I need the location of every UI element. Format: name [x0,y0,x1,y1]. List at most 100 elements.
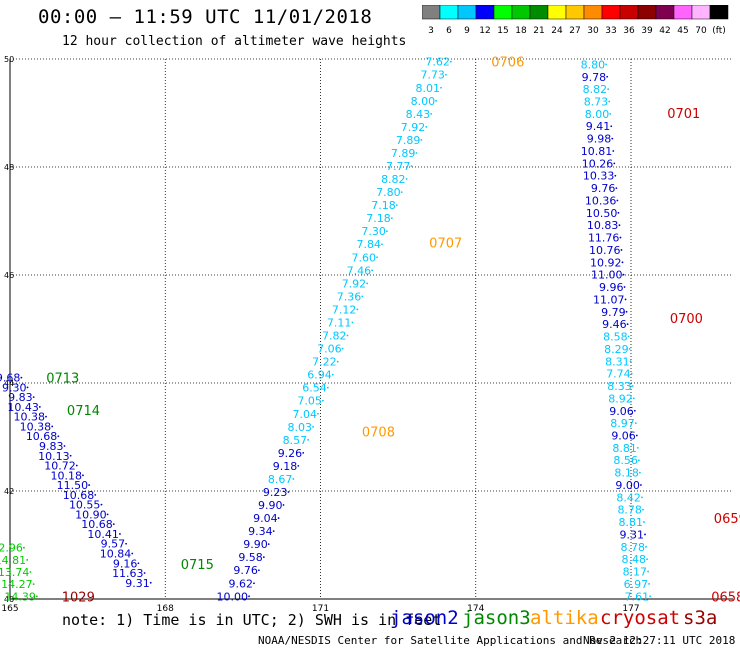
wave-height-value: 7.89 [396,134,421,147]
color-scale-label: 6 [446,26,452,36]
observation-dot [605,63,608,66]
observation-dot [615,187,618,189]
observation-dot [440,86,442,89]
observation-dot [608,100,611,103]
x-tick-label: 171 [312,604,329,614]
observation-dot [321,399,324,402]
wave-height-value: 7.46 [347,264,372,277]
wave-height-value: 10.43 [7,401,39,414]
y-tick-label: 48 [4,163,14,172]
wave-height-value: 8.82 [381,173,406,186]
x-tick-label: 165 [1,604,18,614]
observation-dot [621,261,624,264]
wave-height-value: 7.18 [371,199,396,212]
wave-height-value: 8.73 [584,96,609,109]
wave-height-value: 7.62 [425,56,450,69]
wave-height-value: 9.00 [615,479,640,492]
color-scale-label: 39 [641,26,653,36]
observation-dot [346,334,349,337]
y-tick-label: 50 [4,55,14,64]
legend-jason2: jason2 [390,607,459,629]
wave-height-value: 7.04 [292,408,317,421]
observation-dot [420,139,423,141]
wave-height-value: 9.57 [101,538,126,551]
wave-height-value: 7.89 [391,147,416,160]
wave-height-value: 9.98 [587,133,612,146]
legend-s3a: s3a [683,607,718,629]
observation-dot [612,150,615,152]
wave-height-value: 10.26 [582,157,614,170]
observation-dot [23,546,25,549]
observation-dot [38,406,41,408]
observation-dot [616,199,619,202]
wave-height-value: 8.00 [411,95,436,108]
observation-dot [620,249,623,251]
observation-dot [20,376,23,379]
color-scale-legend: 3 6 9 12 15 18 21 24 27 30 33 36 39 42 45 70 (ft) [422,5,729,36]
color-scale-label: 36 [623,26,635,36]
observation-dot [32,396,35,399]
wave-height-value: 8.82 [583,83,608,96]
observation-dot [69,454,72,457]
wave-height-value: 6.97 [624,578,649,591]
pass-time-label: 0659 [714,512,740,527]
wave-height-value: 9.31 [619,528,644,541]
observation-dot [82,474,84,477]
observation-dot [626,323,629,326]
chart-title: 00:00 – 11:59 UTC 11/01/2018 [38,6,373,28]
observation-dot [644,533,646,536]
legend-jason3: jason3 [462,607,531,629]
color-scale-label: 45 [677,26,688,36]
wave-height-value: 9.83 [39,440,64,453]
observation-dot [611,137,614,140]
observation-dot [94,493,97,496]
wave-height-value: 7.77 [386,160,411,173]
observation-dot [638,471,641,474]
wave-height-value: 10.81 [581,145,613,158]
wave-height-value: 9.30 [2,381,27,394]
pass-time-label: 0701 [667,107,700,122]
wave-height-value: 9.41 [586,120,611,133]
observation-dot [623,286,626,288]
wave-height-value: 9.96 [599,281,624,294]
wave-height-value: 8.43 [406,108,431,121]
observation-dot [410,165,413,167]
observation-dot [131,552,134,555]
observation-dot [625,310,628,313]
wave-height-value: 10.38 [13,411,45,424]
wave-height-value: 10.83 [587,219,619,232]
wave-height-value: 9.31 [125,577,150,590]
wave-height-value: 10.50 [586,207,618,220]
wave-height-value: 10.92 [590,256,622,269]
observation-dot [630,372,633,375]
wave-height-value: 7.92 [342,277,367,290]
wave-height-value: 7.61 [625,590,650,603]
observation-dot [149,581,152,584]
wave-height-value: 10.90 [75,508,107,521]
color-scale-label: 18 [515,26,527,36]
observation-dot [376,256,378,259]
observation-dot [143,572,146,574]
pass-time-label: 0714 [67,404,100,419]
wave-height-value: 10.68 [26,430,58,443]
wave-height-value: 9.62 [228,577,253,590]
observation-dot [287,491,290,493]
color-scale-label: 24 [551,26,563,36]
y-tick-label: 42 [4,487,14,496]
observation-dot [606,75,609,78]
observation-dot [642,508,644,511]
observation-dot [635,434,638,437]
observation-dot [395,204,398,207]
observation-dot [26,558,29,561]
wave-height-value: 8.42 [616,491,641,504]
observation-dot [648,583,650,585]
wave-height-value: 13.74 [0,566,29,579]
observation-dot [614,174,617,177]
observation-dot [336,360,339,363]
observation-dot [607,88,610,91]
wave-height-value: 7.30 [361,225,386,238]
wave-height-value: 9.06 [609,405,634,418]
footer-note: note: 1) Time is in UTC; 2) SWH is in fe… [62,611,442,629]
color-swatch-16 [709,5,729,20]
wave-height-value: 11.63 [112,567,144,580]
